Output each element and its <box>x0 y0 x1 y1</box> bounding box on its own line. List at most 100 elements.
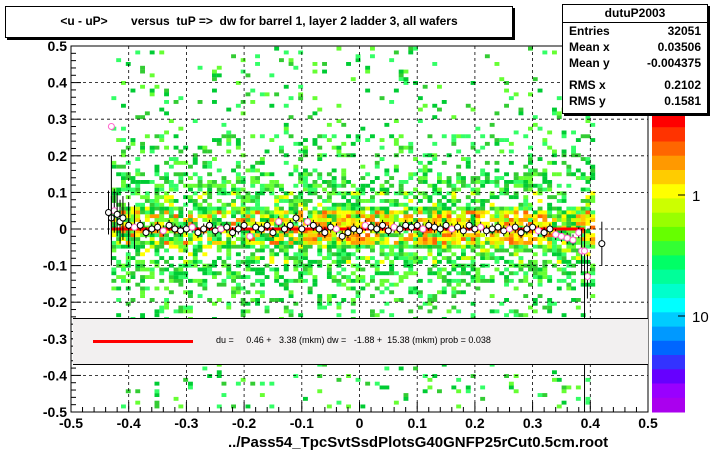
heatmap-cell <box>370 229 375 234</box>
heatmap-cell <box>417 168 423 173</box>
heatmap-cell <box>480 206 486 211</box>
heatmap-cell <box>508 309 514 314</box>
heatmap-cell <box>427 294 433 298</box>
heatmap-cell <box>417 240 423 245</box>
heatmap-cell <box>154 389 160 394</box>
heatmap-cell <box>135 218 141 222</box>
heatmap-cell <box>192 160 198 165</box>
heatmap-cell <box>226 244 232 249</box>
heatmap-cell <box>417 107 423 112</box>
heatmap-cell <box>523 263 529 268</box>
heatmap-cell <box>317 389 323 394</box>
heatmap-cell <box>451 385 457 390</box>
heatmap-cell <box>336 240 342 245</box>
heatmap-cell <box>240 275 246 279</box>
heatmap-cell <box>125 256 131 260</box>
heatmap-cell <box>269 73 275 78</box>
heatmap-cell <box>154 393 160 397</box>
heatmap-cell <box>518 183 524 188</box>
heatmap-cell <box>456 240 462 245</box>
heatmap-cell <box>408 309 414 314</box>
heatmap-cell <box>542 138 548 142</box>
heatmap-cell <box>379 210 385 215</box>
heatmap-cell <box>451 259 457 264</box>
profile-point <box>205 221 213 229</box>
heatmap-cell <box>293 259 299 264</box>
profile-point <box>113 210 121 218</box>
heatmap-cell <box>566 263 572 268</box>
heatmap-cell <box>494 195 500 200</box>
heatmap-cell <box>389 183 395 188</box>
heatmap-cell <box>245 73 251 78</box>
heatmap-cell <box>336 313 342 318</box>
heatmap-cell <box>154 286 160 291</box>
heatmap-cell <box>575 138 581 142</box>
heatmap-cell <box>346 214 351 219</box>
heatmap-cell <box>451 195 457 200</box>
heatmap-cell <box>427 301 433 306</box>
heatmap-cell <box>240 240 246 245</box>
heatmap-cell <box>303 176 308 180</box>
heatmap-cell <box>250 267 256 272</box>
heatmap-cell <box>437 275 442 279</box>
heatmap-cell <box>312 96 318 101</box>
heatmap-cell <box>580 271 586 276</box>
heatmap-cell <box>135 202 141 207</box>
heatmap-cell <box>231 290 236 295</box>
heatmap-cell <box>518 263 524 268</box>
heatmap-cell <box>461 221 466 226</box>
heatmap-cell <box>135 229 141 234</box>
heatmap-cell <box>528 180 533 184</box>
heatmap-cell <box>446 244 452 249</box>
heatmap-cell <box>580 157 586 161</box>
heatmap-cell <box>216 187 222 192</box>
heatmap-cell <box>307 244 313 249</box>
heatmap-cell <box>508 271 514 276</box>
heatmap-cell <box>298 191 304 196</box>
heatmap-cell <box>312 206 318 211</box>
heatmap-cell <box>149 214 155 219</box>
heatmap-cell <box>183 259 189 264</box>
heatmap-cell <box>111 244 117 249</box>
x-tick-label: 0 <box>356 415 364 431</box>
heatmap-cell <box>523 214 529 219</box>
heatmap-cell <box>556 229 562 234</box>
heatmap-cell <box>298 313 304 318</box>
heatmap-cell <box>513 374 519 378</box>
heatmap-cell <box>413 244 418 249</box>
heatmap-cell <box>116 172 122 177</box>
heatmap-cell <box>202 252 208 257</box>
heatmap-cell <box>494 267 500 272</box>
heatmap-cell <box>178 244 184 249</box>
heatmap-cell <box>159 271 165 276</box>
heatmap-cell <box>480 214 486 219</box>
heatmap-cell <box>183 145 189 150</box>
heatmap-cell <box>508 252 514 257</box>
heatmap-cell <box>274 206 280 211</box>
heatmap-cell <box>451 115 457 120</box>
heatmap-cell <box>130 233 136 238</box>
heatmap-cell <box>326 218 332 222</box>
y-tick-label: 0.4 <box>48 75 68 91</box>
heatmap-cell <box>188 233 193 238</box>
heatmap-cell <box>231 214 236 219</box>
heatmap-cell <box>456 149 462 154</box>
heatmap-cell <box>283 256 289 260</box>
heatmap-cell <box>355 294 361 298</box>
heatmap-cell <box>326 275 332 279</box>
heatmap-cell <box>537 275 543 279</box>
heatmap-cell <box>528 259 533 264</box>
heatmap-cell <box>475 286 481 291</box>
heatmap-cell <box>188 252 193 257</box>
y-tick-label: -0.2 <box>43 294 67 310</box>
heatmap-cell <box>331 259 337 264</box>
heatmap-cell <box>374 271 380 276</box>
heatmap-cell <box>389 233 395 238</box>
heatmap-cell <box>235 176 241 180</box>
heatmap-cell <box>585 160 591 165</box>
heatmap-cell <box>269 138 275 142</box>
heatmap-cell <box>341 183 347 188</box>
heatmap-cell <box>370 180 375 184</box>
heatmap-cell <box>441 244 447 249</box>
profile-point <box>581 247 589 255</box>
